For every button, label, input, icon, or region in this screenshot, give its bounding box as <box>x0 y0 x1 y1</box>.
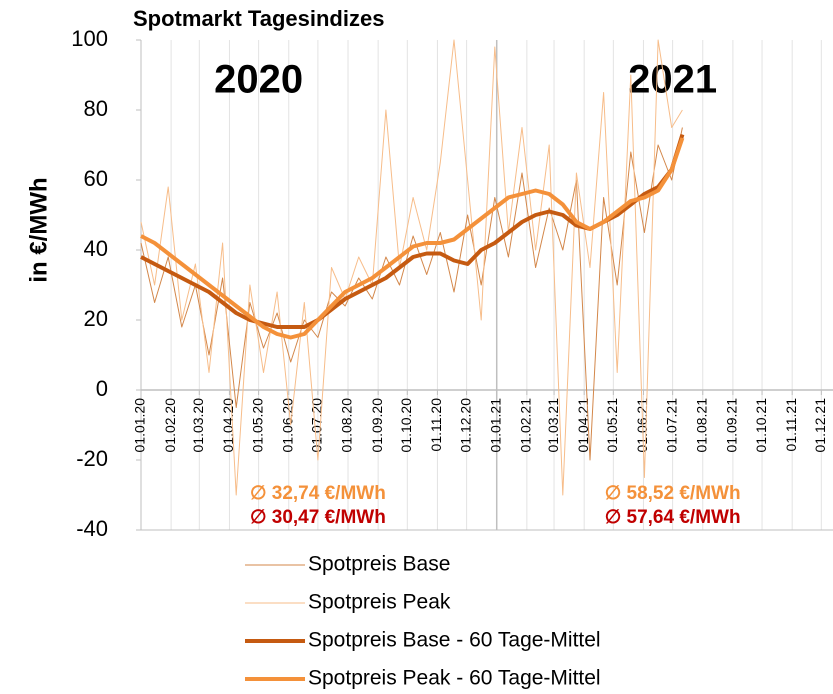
legend-label: Spotpreis Peak <box>308 591 451 614</box>
x-tick-label: 01.06.20 <box>279 398 295 453</box>
y-axis-label: in €/MWh <box>25 177 52 282</box>
chart-title: Spotmarkt Tagesindizes <box>133 6 384 31</box>
x-tick-label: 01.12.21 <box>812 398 828 453</box>
year-label: 2021 <box>628 58 717 102</box>
y-tick-label: -20 <box>76 446 108 471</box>
x-tick-label: 01.07.20 <box>309 398 325 453</box>
x-tick-label: 01.08.21 <box>693 398 709 453</box>
series-line <box>140 137 685 340</box>
x-tick-label: 01.01.20 <box>132 398 148 453</box>
x-tick-label: 01.07.21 <box>663 398 679 453</box>
x-tick-label: 01.02.21 <box>518 398 534 453</box>
x-tick-label: 01.12.20 <box>457 398 473 453</box>
x-tick-label: 01.09.20 <box>369 398 385 453</box>
x-tick-label: 01.05.20 <box>249 398 265 453</box>
year-label: 2020 <box>214 58 303 102</box>
x-tick-label: 01.04.21 <box>575 398 591 453</box>
y-tick-label: 40 <box>84 236 108 261</box>
y-tick-label: 60 <box>84 166 108 191</box>
series-line <box>140 133 685 329</box>
average-annotation: ∅ 30,47 €/MWh <box>250 507 386 528</box>
x-tick-label: 01.02.20 <box>162 398 178 453</box>
series-line <box>140 127 683 461</box>
y-tick-label: 100 <box>71 26 108 51</box>
y-tick-label: 20 <box>84 306 108 331</box>
average-annotation: ∅ 32,74 €/MWh <box>250 483 386 504</box>
x-tick-label: 01.11.20 <box>428 398 444 452</box>
x-tick-label: 01.03.21 <box>545 398 561 453</box>
x-tick-label: 01.03.20 <box>190 398 206 453</box>
legend-label: Spotpreis Base <box>308 553 450 576</box>
x-tick-label: 01.09.21 <box>724 398 740 453</box>
series-line <box>140 39 683 496</box>
x-tick-label: 01.10.21 <box>753 398 769 453</box>
y-tick-label: 0 <box>96 376 108 401</box>
average-annotation: ∅ 58,52 €/MWh <box>605 483 741 504</box>
x-tick-label: 01.05.21 <box>604 398 620 453</box>
x-tick-label: 01.11.21 <box>783 398 799 452</box>
x-tick-label: 01.08.20 <box>339 398 355 453</box>
average-annotation: ∅ 57,64 €/MWh <box>605 507 741 528</box>
x-tick-label: 01.01.21 <box>487 398 503 453</box>
legend-label: Spotpreis Base - 60 Tage-Mittel <box>308 629 601 652</box>
legend-label: Spotpreis Peak - 60 Tage-Mittel <box>308 667 601 690</box>
y-tick-label: 80 <box>84 96 108 121</box>
x-tick-label: 01.10.20 <box>398 398 414 453</box>
y-tick-label: -40 <box>76 516 108 541</box>
